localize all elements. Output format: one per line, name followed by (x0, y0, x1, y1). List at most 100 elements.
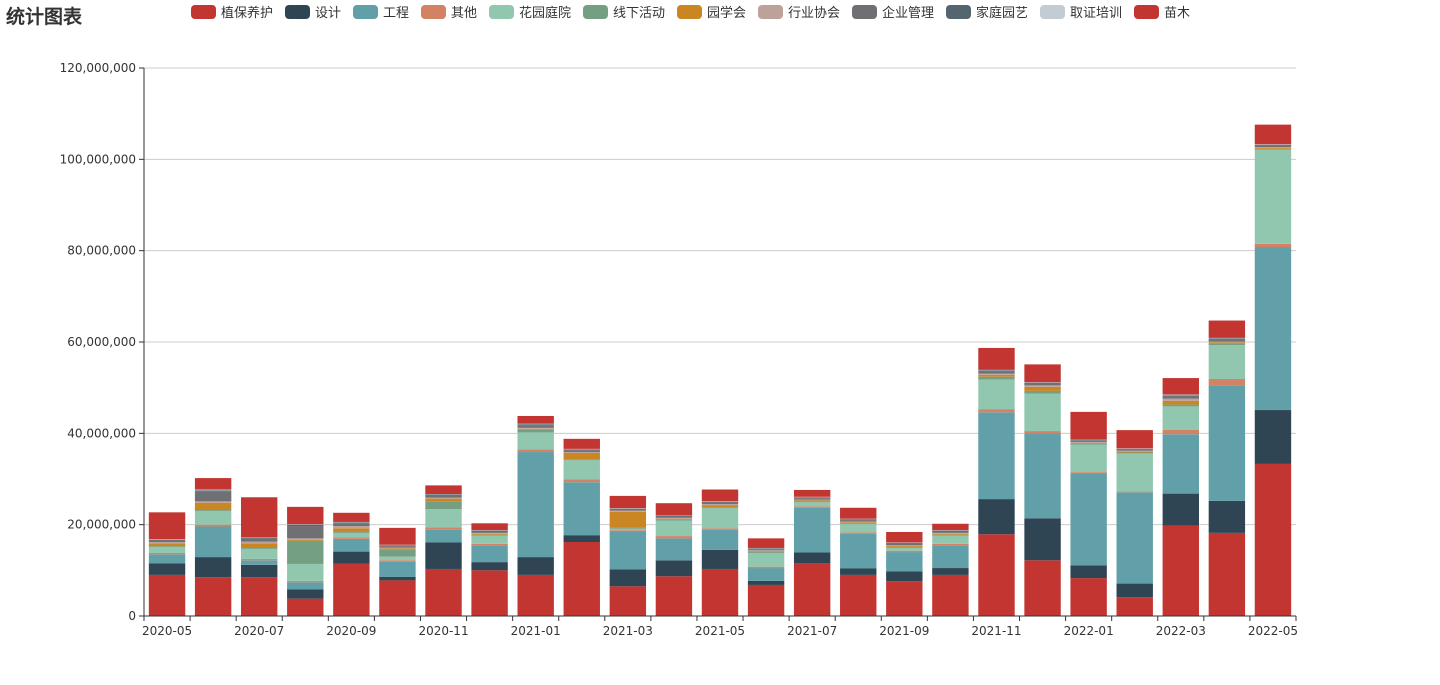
bar-stack-2021-12 (1024, 364, 1061, 616)
bar-segment-series-2 (1116, 492, 1153, 584)
bar-segment-series-3 (194, 524, 232, 527)
bar-segment-series-8 (609, 509, 647, 511)
bar-segment-series-3 (701, 528, 739, 530)
bar-segment-series-5 (1254, 148, 1292, 150)
bar-segment-series-0 (425, 568, 462, 616)
bar-segment-series-11 (609, 495, 647, 509)
legend-item-9[interactable]: 家庭园艺 (946, 5, 1028, 21)
bar-stack-2020-11 (425, 485, 462, 616)
bar-segment-series-1 (425, 542, 462, 569)
bar-segment-series-6 (655, 518, 693, 520)
bar-segment-series-4 (609, 528, 647, 531)
bar-stack-2021-11 (978, 347, 1015, 616)
bar-segment-series-5 (379, 549, 416, 557)
bar-segment-series-6 (148, 543, 186, 547)
bar-segment-series-5 (240, 547, 278, 549)
legend-item-11[interactable]: 苗木 (1134, 5, 1190, 21)
bar-segment-series-6 (471, 533, 508, 535)
bar-segment-series-0 (1024, 560, 1061, 616)
bar-segment-series-6 (1070, 442, 1107, 444)
bar-segment-series-2 (655, 538, 693, 561)
bar-segment-series-7 (886, 545, 923, 547)
bar-segment-series-9 (1208, 338, 1246, 340)
bar-segment-series-6 (886, 546, 923, 548)
bar-segment-series-11 (1116, 430, 1153, 449)
y-tick-label: 0 (128, 609, 136, 623)
bar-segment-series-8 (655, 516, 693, 518)
x-tick-label: 2021-09 (879, 624, 929, 638)
bar-segment-series-0 (1254, 463, 1292, 616)
bar-segment-series-4 (932, 535, 969, 544)
bar-segment-series-3 (840, 532, 877, 534)
bar-segment-series-6 (1162, 400, 1200, 405)
legend-item-8[interactable]: 企业管理 (852, 5, 934, 21)
bar-segment-series-0 (287, 598, 324, 616)
legend-item-7[interactable]: 行业协会 (758, 5, 840, 21)
bar-segment-series-5 (747, 552, 785, 553)
bar-segment-series-9 (563, 449, 600, 451)
bar-segment-series-5 (148, 546, 186, 548)
bar-segment-series-2 (240, 560, 278, 565)
bar-segment-series-5 (563, 459, 600, 461)
bar-segment-series-3 (425, 527, 462, 530)
bar-segment-series-1 (978, 499, 1015, 535)
bar-segment-series-5 (609, 527, 647, 529)
bar-segment-series-1 (701, 549, 739, 569)
bar-segment-series-4 (194, 510, 232, 525)
bar-segment-series-0 (563, 542, 600, 616)
bar-segment-series-6 (379, 548, 416, 550)
bar-segment-series-0 (932, 574, 969, 616)
bar-segment-series-2 (194, 526, 232, 558)
bar-segment-series-4 (701, 508, 739, 529)
legend-item-3[interactable]: 其他 (421, 5, 477, 21)
bar-stack-2021-06 (747, 538, 785, 616)
bar-segment-series-9 (240, 537, 278, 539)
bar-segment-series-2 (840, 533, 877, 569)
y-tick-label: 80,000,000 (67, 244, 136, 258)
legend-item-2[interactable]: 工程 (353, 5, 409, 21)
bar-segment-series-5 (194, 510, 232, 511)
bar-segment-series-6 (1254, 147, 1292, 149)
bar-stack-2021-05 (701, 489, 739, 616)
legend-item-6[interactable]: 园学会 (677, 5, 746, 21)
x-tick-label: 2020-09 (326, 624, 376, 638)
legend-label: 苗木 (1164, 6, 1190, 21)
bar-segment-series-3 (1208, 378, 1246, 386)
bar-stack-2022-04 (1208, 320, 1246, 616)
legend-item-1[interactable]: 设计 (285, 5, 341, 21)
bar-segment-series-9 (425, 494, 462, 496)
bar-segment-series-9 (793, 497, 831, 499)
bar-segment-series-2 (379, 561, 416, 577)
bar-stack-2022-05 (1254, 124, 1292, 616)
bar-segment-series-9 (1024, 382, 1061, 384)
legend-item-0[interactable]: 植保养护 (191, 5, 273, 21)
bar-segment-series-10 (1162, 394, 1200, 396)
bar-segment-series-9 (379, 545, 416, 547)
legend-item-10[interactable]: 取证培训 (1040, 5, 1122, 21)
bar-segment-series-6 (563, 452, 600, 460)
bar-segment-series-2 (517, 452, 554, 558)
bar-segment-series-0 (471, 570, 508, 616)
bar-segment-series-0 (333, 563, 370, 616)
bar-segment-series-2 (978, 412, 1015, 500)
bar-segment-series-7 (287, 538, 324, 540)
bar-segment-series-0 (148, 574, 186, 616)
bar-segment-series-11 (194, 478, 232, 490)
bar-segment-series-2 (1162, 434, 1200, 494)
bar-segment-series-0 (840, 574, 877, 616)
bar-segment-series-11 (471, 523, 508, 531)
bar-segment-series-1 (194, 557, 232, 578)
x-tick-label: 2021-05 (695, 624, 745, 638)
bar-segment-series-9 (609, 508, 647, 510)
bar-segment-series-6 (517, 428, 554, 430)
bar-segment-series-9 (517, 424, 554, 426)
legend-swatch (583, 5, 608, 19)
legend-item-5[interactable]: 线下活动 (583, 5, 665, 21)
legend-item-4[interactable]: 花园庭院 (489, 5, 571, 21)
legend-label: 园学会 (707, 5, 746, 21)
bar-segment-series-3 (655, 536, 693, 539)
bar-segment-series-1 (517, 557, 554, 575)
bar-segment-series-1 (563, 535, 600, 543)
legend-label: 取证培训 (1070, 5, 1122, 21)
bar-stack-2021-07 (793, 489, 831, 616)
